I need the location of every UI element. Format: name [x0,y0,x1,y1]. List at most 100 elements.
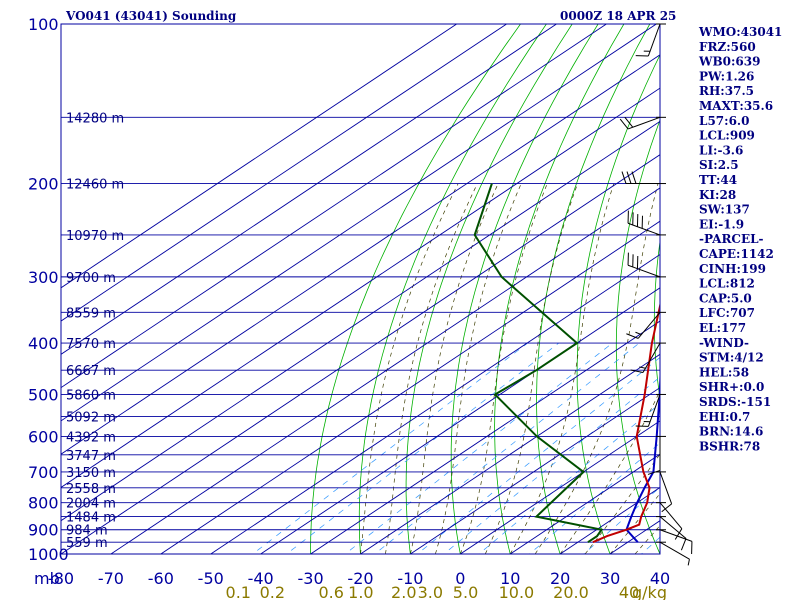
isotherm [160,220,660,554]
index-item: KI:28 [699,188,736,202]
wind-barb [656,516,687,551]
index-item: RH:37.5 [699,84,754,98]
height-label: 5092 m [66,410,116,425]
temperature-tick-label: 0 [455,569,465,588]
index-item: WMO:43041 [698,25,782,39]
isotherm [360,353,660,554]
wind-barb-flag [630,369,644,374]
height-label: 4392 m [66,430,116,445]
pressure-tick-label: 700 [28,463,59,482]
index-item: SW:137 [699,203,750,217]
isotherm [61,24,557,355]
wind-barb-half [687,559,690,566]
mixing-ratio-line [528,442,660,554]
isotherm [460,420,660,554]
isotherm [310,320,660,554]
index-item: FRZ:560 [699,40,756,54]
wind-barb-staff [659,541,690,560]
temperature-tick-label: 20 [550,569,570,588]
index-item: STM:4/12 [699,351,764,365]
index-item: -WIND- [699,336,749,350]
height-label: 12460 m [66,178,124,193]
isotherm [110,187,660,554]
wind-barb-flag [621,171,627,184]
pressure-tick-label: 400 [28,334,59,353]
index-item: EHI:0.7 [699,410,750,424]
temperature-tick-label: -80 [48,569,74,588]
isotherm [61,120,660,522]
temperature-tick-label: 40 [650,569,670,588]
mixing-ratio-label: 10.0 [499,583,535,600]
wind-barb-flag [661,503,672,513]
moist-adiabat [484,183,578,554]
wind-barb-staff [647,394,661,427]
pressure-unit-label: mb [34,569,60,588]
height-label: 559 m [66,536,108,551]
wind-barb-flag [647,469,661,475]
mixing-ratio-label: 0.2 [260,583,285,600]
temperature-tick-label: -30 [298,569,324,588]
wind-barb-staff [627,264,661,278]
wind-barb [656,529,693,555]
isotherm [61,54,660,455]
isotherm [260,287,660,554]
moist-adiabat [410,183,499,554]
pressure-tick-label: 900 [28,521,59,540]
wind-barb-staff [637,312,661,339]
height-label: 10970 m [66,229,124,244]
wind-barb [630,342,666,374]
wind-barb [626,311,666,339]
height-label: 6667 m [66,364,116,379]
index-item: EI:-1.9 [699,217,744,231]
wind-barb-flag [624,117,634,128]
index-item: EL:177 [699,321,746,335]
isotherm [61,24,607,389]
height-label: 1484 m [66,511,116,526]
moist-adiabat [385,183,478,554]
index-item: -PARCEL- [699,232,764,246]
isotherm [61,24,657,422]
temperature-tick-label: 10 [500,569,520,588]
mixing-ratio-unit: g/kg [632,583,667,600]
wind-barb [656,471,673,513]
moist-adiabat [584,453,660,554]
isotherm [210,253,660,554]
index-item: L57:6.0 [699,114,749,128]
height-label: 2558 m [66,482,116,497]
pressure-tick-label: 1000 [28,545,69,564]
mixing-ratio-label: 20.0 [553,583,589,600]
isotherm [410,387,660,554]
temperature-tick-label: -10 [397,569,423,588]
moist-adiabat [534,183,659,554]
parcel-trace [625,364,660,543]
index-item: LCL:812 [699,277,755,291]
moist-adiabat [360,183,459,554]
mixing-ratio-line [443,376,660,554]
wind-barb-flag [619,118,629,130]
pressure-tick-label: 800 [28,494,59,513]
dry-adiabat [310,24,521,554]
wind-barb-half [639,366,646,369]
wind-barb-half [635,331,642,336]
temperature-tick-label: -50 [198,569,224,588]
dry-adiabat [494,24,625,554]
isotherm [61,87,660,488]
mixing-ratio-label: 2.0 [391,583,416,600]
index-item: CAP:5.0 [699,291,752,305]
wind-barb-flag [680,538,687,551]
wind-barb [635,393,666,427]
pressure-tick-label: 300 [28,268,59,287]
wind-barb [619,116,666,130]
wind-barb-flag [626,171,632,184]
wind-barb [635,23,666,57]
wind-barb [627,252,666,278]
isotherm [61,154,660,554]
index-item: BSHR:78 [699,439,760,453]
dry-adiabat [536,24,651,554]
index-item: CINH:199 [699,262,766,276]
moist-adiabat [435,183,522,554]
moist-adiabat [609,493,660,554]
wind-barb-staff [627,222,661,236]
